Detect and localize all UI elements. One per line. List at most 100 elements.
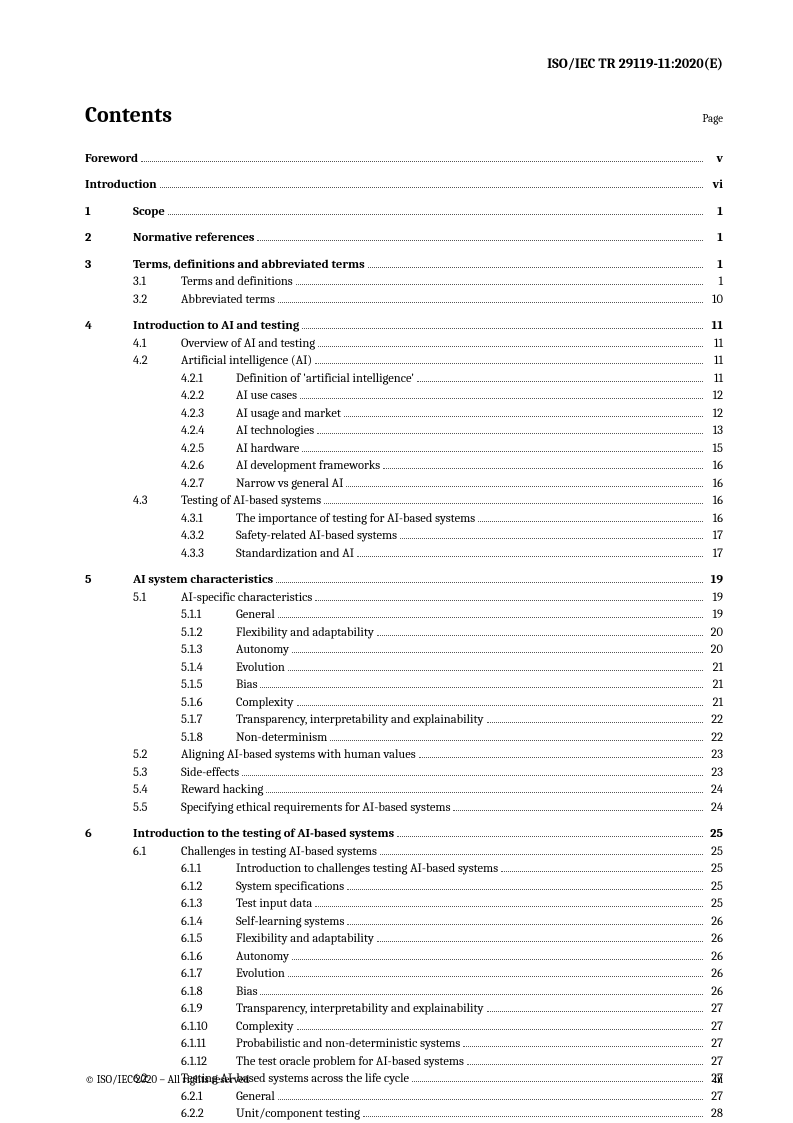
toc-subsub-number: 5.1.7 — [181, 712, 236, 729]
toc-entry-title: Introduction to the testing of AI-based … — [133, 826, 394, 843]
toc-entry-title: Introduction to AI and testing — [133, 318, 299, 335]
toc-subsub-number: 4.2.6 — [181, 458, 236, 475]
toc-entry-page: 11 — [705, 336, 723, 353]
toc-entry: 5.1.8Non-determinism22 — [85, 729, 723, 747]
toc-entry: 6.1.3Test input data25 — [85, 896, 723, 914]
toc-entry-page: 16 — [705, 458, 723, 475]
toc-section-number: 5 — [85, 572, 133, 589]
toc-subsub-number: 5.1.2 — [181, 625, 236, 642]
toc-leader-dots — [302, 440, 703, 452]
toc-entry-title: Artificial intelligence (AI) — [181, 353, 312, 370]
toc-entry-title: Autonomy — [236, 642, 289, 659]
toc-entry-title: AI development frameworks — [236, 458, 380, 475]
toc-entry: 3.2Abbreviated terms10 — [85, 291, 723, 309]
toc-entry-page: 27 — [705, 1001, 723, 1018]
toc-leader-dots — [501, 861, 703, 873]
toc-entry-title: Definition of 'artificial intelligence' — [236, 371, 414, 388]
table-of-contents: ForewordvIntroductionvi1Scope12Normative… — [85, 150, 723, 1123]
toc-entry-title: Flexibility and adaptability — [236, 931, 374, 948]
toc-subsub-number: 5.1.6 — [181, 695, 236, 712]
toc-subsub-number: 6.2.2 — [181, 1106, 236, 1123]
toc-leader-dots — [292, 642, 703, 654]
toc-leader-dots — [260, 677, 703, 689]
toc-leader-dots — [417, 370, 703, 382]
toc-sub-number: 4.2 — [133, 353, 181, 370]
toc-entry-title: Side-effects — [181, 765, 239, 782]
toc-leader-dots — [380, 843, 703, 855]
toc-entry-title: Transparency, interpretability and expla… — [236, 1001, 484, 1018]
toc-entry-page: 23 — [705, 765, 723, 782]
toc-entry-page: 19 — [705, 607, 723, 624]
toc-entry-page: 11 — [705, 353, 723, 370]
toc-entry: 6.1.5Flexibility and adaptability26 — [85, 931, 723, 949]
toc-entry-title: Non-determinism — [236, 730, 327, 747]
toc-leader-dots — [292, 948, 703, 960]
toc-leader-dots — [266, 782, 703, 794]
page-label: Page — [702, 112, 723, 125]
toc-entry: 6Introduction to the testing of AI-based… — [85, 826, 723, 844]
toc-entry: 6.1.2System specifications25 — [85, 878, 723, 896]
toc-entry: 4.2.3AI usage and market12 — [85, 405, 723, 423]
toc-entry-title: Abbreviated terms — [181, 292, 275, 309]
toc-leader-dots — [257, 230, 703, 242]
toc-leader-dots — [363, 1106, 703, 1118]
toc-subsub-number: 4.2.1 — [181, 371, 236, 388]
toc-leader-dots — [377, 624, 703, 636]
toc-subsub-number: 5.1.5 — [181, 677, 236, 694]
toc-entry: 6.1.10Complexity27 — [85, 1018, 723, 1036]
toc-entry-title: The importance of testing for AI-based s… — [236, 511, 475, 528]
toc-subsub-number: 6.1.11 — [181, 1036, 236, 1053]
toc-entry-page: 20 — [705, 642, 723, 659]
toc-entry-title: Evolution — [236, 966, 285, 983]
toc-leader-dots — [315, 896, 703, 908]
toc-entry: Forewordv — [85, 150, 723, 168]
toc-entry-page: vi — [705, 177, 723, 194]
toc-entry-title: Probabilistic and non-deterministic syst… — [236, 1036, 460, 1053]
toc-entry: 5.1AI-specific characteristics19 — [85, 589, 723, 607]
document-id: ISO/IEC TR 29119-11:2020(E) — [85, 55, 723, 72]
toc-entry-page: 27 — [705, 1019, 723, 1036]
toc-entry-title: AI system characteristics — [133, 572, 273, 589]
toc-entry-page: 11 — [705, 371, 723, 388]
toc-leader-dots — [324, 493, 703, 505]
toc-leader-dots — [141, 150, 703, 162]
toc-subsub-number: 4.2.2 — [181, 388, 236, 405]
toc-leader-dots — [463, 1036, 703, 1048]
toc-sub-number: 3.1 — [133, 274, 181, 291]
toc-leader-dots — [296, 274, 703, 286]
toc-entry-title: Transparency, interpretability and expla… — [236, 712, 484, 729]
toc-entry-page: 17 — [705, 528, 723, 545]
toc-subsub-number: 6.1.9 — [181, 1001, 236, 1018]
toc-entry: 5.1.6Complexity21 — [85, 694, 723, 712]
toc-entry-page: 27 — [705, 1036, 723, 1053]
toc-section-number: 1 — [85, 204, 133, 221]
toc-leader-dots — [330, 729, 703, 741]
toc-entry-title: Testing of AI-based systems — [181, 493, 321, 510]
toc-entry-page: 25 — [705, 896, 723, 913]
toc-entry-title: Overview of AI and testing — [181, 336, 315, 353]
toc-subsub-number: 6.1.5 — [181, 931, 236, 948]
toc-entry: 6.1.6Autonomy26 — [85, 948, 723, 966]
toc-leader-dots — [288, 966, 703, 978]
toc-entry-page: 26 — [705, 984, 723, 1001]
toc-entry-title: Flexibility and adaptability — [236, 625, 374, 642]
toc-entry: 4.2Artificial intelligence (AI) 11 — [85, 353, 723, 371]
toc-entry-page: 22 — [705, 730, 723, 747]
toc-subsub-number: 6.1.8 — [181, 984, 236, 1001]
toc-subsub-number: 6.1.3 — [181, 896, 236, 913]
toc-entry-title: Introduction to challenges testing AI-ba… — [236, 861, 498, 878]
toc-entry-title: Terms and definitions — [181, 274, 293, 291]
toc-entry: 4.2.6AI development frameworks 16 — [85, 458, 723, 476]
toc-entry: 5.1.3Autonomy20 — [85, 642, 723, 660]
toc-section-number: 2 — [85, 230, 133, 247]
toc-entry-title: AI hardware — [236, 441, 299, 458]
toc-entry: 4Introduction to AI and testing11 — [85, 318, 723, 336]
toc-entry-title: Unit/component testing — [236, 1106, 360, 1123]
toc-leader-dots — [368, 256, 703, 268]
toc-entry-title: The test oracle problem for AI-based sys… — [236, 1054, 464, 1071]
toc-entry-title: Normative references — [133, 230, 254, 247]
toc-sub-number: 5.3 — [133, 765, 181, 782]
toc-entry: 6.1.1Introduction to challenges testing … — [85, 861, 723, 879]
toc-leader-dots — [315, 589, 703, 601]
toc-sub-number: 5.1 — [133, 590, 181, 607]
